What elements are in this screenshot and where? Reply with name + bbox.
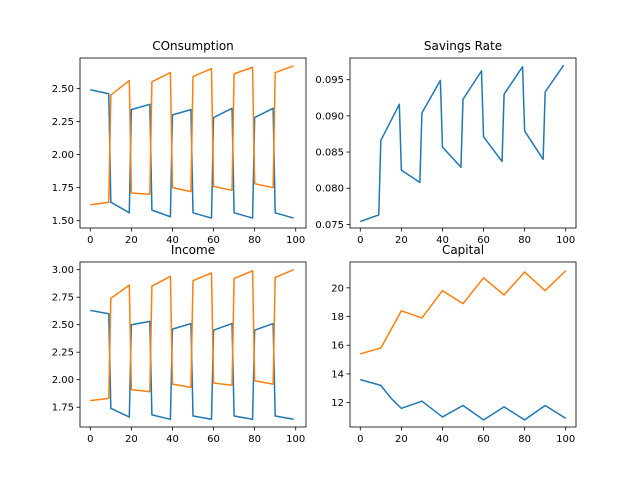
income-x-tick-label: 80 bbox=[248, 434, 261, 445]
income-y-tick-label: 1.75 bbox=[52, 403, 74, 414]
consumption-x-tick-label: 20 bbox=[125, 235, 138, 246]
income-x-tick-label: 60 bbox=[207, 434, 220, 445]
income-y-tick-label: 2.25 bbox=[52, 348, 74, 359]
savings-rate-title: Savings Rate bbox=[424, 39, 502, 53]
consumption-x-tick-label: 80 bbox=[248, 235, 261, 246]
savings-rate-x-tick-label: 0 bbox=[357, 235, 363, 246]
consumption-y-tick-label: 1.75 bbox=[52, 183, 74, 194]
savings-rate-axes-frame bbox=[349, 57, 577, 229]
income-y-tick-label: 2.50 bbox=[52, 320, 74, 331]
savings-rate-y-tick-label: 0.085 bbox=[315, 148, 344, 159]
savings-rate-y-tick-label: 0.075 bbox=[315, 220, 344, 231]
income-x-tick-label: 0 bbox=[87, 434, 93, 445]
income-x-tick-label: 100 bbox=[286, 434, 305, 445]
consumption-y-tick-label: 2.50 bbox=[52, 84, 74, 95]
savings-rate-series-1-line bbox=[360, 64, 565, 223]
savings-rate-y-tick-label: 0.095 bbox=[315, 75, 344, 86]
savings-rate-x-tick-label: 40 bbox=[436, 235, 449, 246]
income-series-2-line bbox=[90, 269, 294, 402]
income-y-tick-label: 2.00 bbox=[52, 375, 74, 386]
capital-x-tick-label: 100 bbox=[556, 434, 575, 445]
capital-x-tick-label: 0 bbox=[357, 434, 363, 445]
capital-y-tick-label: 18 bbox=[331, 312, 344, 323]
capital-title: Capital bbox=[442, 243, 484, 257]
consumption-x-tick-label: 100 bbox=[286, 235, 305, 246]
savings-rate-y-tick-label: 0.080 bbox=[315, 184, 344, 195]
savings-rate-x-tick-label: 20 bbox=[395, 235, 408, 246]
capital-y-tick-label: 16 bbox=[331, 341, 344, 352]
income-x-tick-label: 40 bbox=[166, 434, 179, 445]
income-panel: 0 20 40 60 80 100 1.75 2.00 2.25 2.50 2.75 3.00 Inco… bbox=[52, 243, 307, 445]
income-y-tick-label: 2.75 bbox=[52, 293, 74, 304]
consumption-y-tick-label: 1.50 bbox=[52, 216, 74, 227]
capital-y-tick-label: 12 bbox=[331, 398, 344, 409]
savings-rate-x-tick-label: 100 bbox=[556, 235, 575, 246]
consumption-x-tick-label: 0 bbox=[87, 235, 93, 246]
consumption-title: COnsumption bbox=[152, 39, 234, 53]
capital-x-tick-label: 80 bbox=[518, 434, 531, 445]
consumption-y-tick-label: 2.25 bbox=[52, 117, 74, 128]
capital-series-1-line bbox=[360, 378, 567, 421]
income-title: Income bbox=[171, 243, 215, 257]
consumption-x-tick-label: 40 bbox=[166, 235, 179, 246]
savings-rate-x-tick-label: 80 bbox=[518, 235, 531, 246]
income-y-tick-label: 3.00 bbox=[52, 265, 74, 276]
consumption-y-tick-label: 2.00 bbox=[52, 150, 74, 161]
capital-x-tick-label: 20 bbox=[395, 434, 408, 445]
capital-panel: 0 20 40 60 80 100 12 14 16 18 20 Capital bbox=[331, 243, 577, 445]
capital-x-tick-label: 40 bbox=[436, 434, 449, 445]
savings-rate-x-tick-label: 60 bbox=[477, 235, 490, 246]
consumption-series-2-line bbox=[90, 65, 294, 206]
income-x-tick-label: 20 bbox=[125, 434, 138, 445]
savings-rate-y-tick-label: 0.090 bbox=[315, 111, 344, 122]
consumption-axes-frame bbox=[79, 57, 307, 229]
capital-x-tick-label: 60 bbox=[477, 434, 490, 445]
capital-series-2-line bbox=[360, 270, 567, 355]
income-axes-frame bbox=[79, 261, 307, 428]
capital-y-tick-label: 20 bbox=[331, 283, 344, 294]
savings-rate-panel: 0 20 40 60 80 100 0.075 0.080 0.085 0.090 0.095 Sav… bbox=[315, 39, 577, 246]
consumption-panel: 0 20 40 60 80 100 1.50 1.75 2.00 2.25 2.50 COnsumpt… bbox=[52, 39, 307, 246]
consumption-x-tick-label: 60 bbox=[207, 235, 220, 246]
capital-y-tick-label: 14 bbox=[331, 369, 344, 380]
capital-axes-frame bbox=[349, 261, 577, 428]
